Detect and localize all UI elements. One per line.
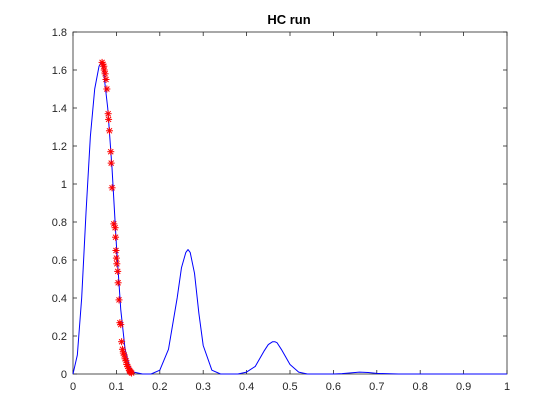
x-tick-label: 0.8 — [413, 381, 428, 393]
sample-point — [112, 233, 120, 241]
sample-point — [107, 148, 115, 156]
sample-point — [103, 85, 111, 93]
x-tick-label: 1 — [504, 381, 510, 393]
sample-point — [108, 184, 116, 192]
plot-area-box — [72, 31, 508, 375]
y-tick-label: 0.4 — [52, 293, 67, 305]
sample-point — [101, 70, 109, 78]
x-tick-label: 0.2 — [152, 381, 167, 393]
y-tick-label: 1 — [61, 179, 67, 191]
sample-point — [102, 76, 110, 83]
y-tick-label: 1.6 — [52, 65, 67, 77]
sample-point — [105, 127, 113, 135]
x-tick-label: 0.7 — [369, 381, 384, 393]
x-tick-label: 0.1 — [109, 381, 124, 393]
sample-point — [112, 254, 120, 262]
x-tick-label: 0.5 — [282, 381, 297, 393]
y-tick-label: 0 — [61, 369, 67, 381]
sample-point — [115, 296, 123, 304]
x-tick-label: 0.4 — [239, 381, 254, 393]
plot-axes — [72, 31, 508, 375]
y-tick-label: 0.2 — [52, 331, 67, 343]
sample-point — [105, 115, 113, 123]
y-tick-label: 1.8 — [52, 27, 67, 39]
y-tick-label: 1.2 — [52, 141, 67, 153]
sample-point — [113, 260, 121, 268]
sample-point — [111, 224, 119, 232]
chart-title: HC run — [267, 12, 310, 27]
x-tick-label: 0 — [70, 381, 76, 393]
x-tick-label: 0.9 — [456, 381, 471, 393]
series-layer — [72, 58, 507, 377]
y-tick-label: 0.6 — [52, 255, 67, 267]
y-tick-label: 1.4 — [52, 103, 67, 115]
sample-point — [104, 110, 112, 118]
y-tick-label: 0.8 — [52, 217, 67, 229]
sample-point — [117, 321, 125, 329]
y-axis-ticks: 0 0.2 0.4 0.6 0.8 1 1.2 1.4 1.6 1.8 — [52, 27, 507, 381]
sample-point — [107, 159, 115, 167]
x-tick-label: 0.3 — [196, 381, 211, 393]
x-tick-label: 0.6 — [326, 381, 341, 393]
sample-point — [118, 338, 126, 346]
sample-point — [114, 279, 122, 287]
sample-point — [112, 247, 120, 254]
sample-point — [114, 267, 122, 275]
x-axis-ticks: 0 0.1 0.2 0.3 0.4 0.5 0.6 0.7 0.8 0.9 1 — [70, 32, 510, 393]
sample-point — [128, 369, 136, 377]
